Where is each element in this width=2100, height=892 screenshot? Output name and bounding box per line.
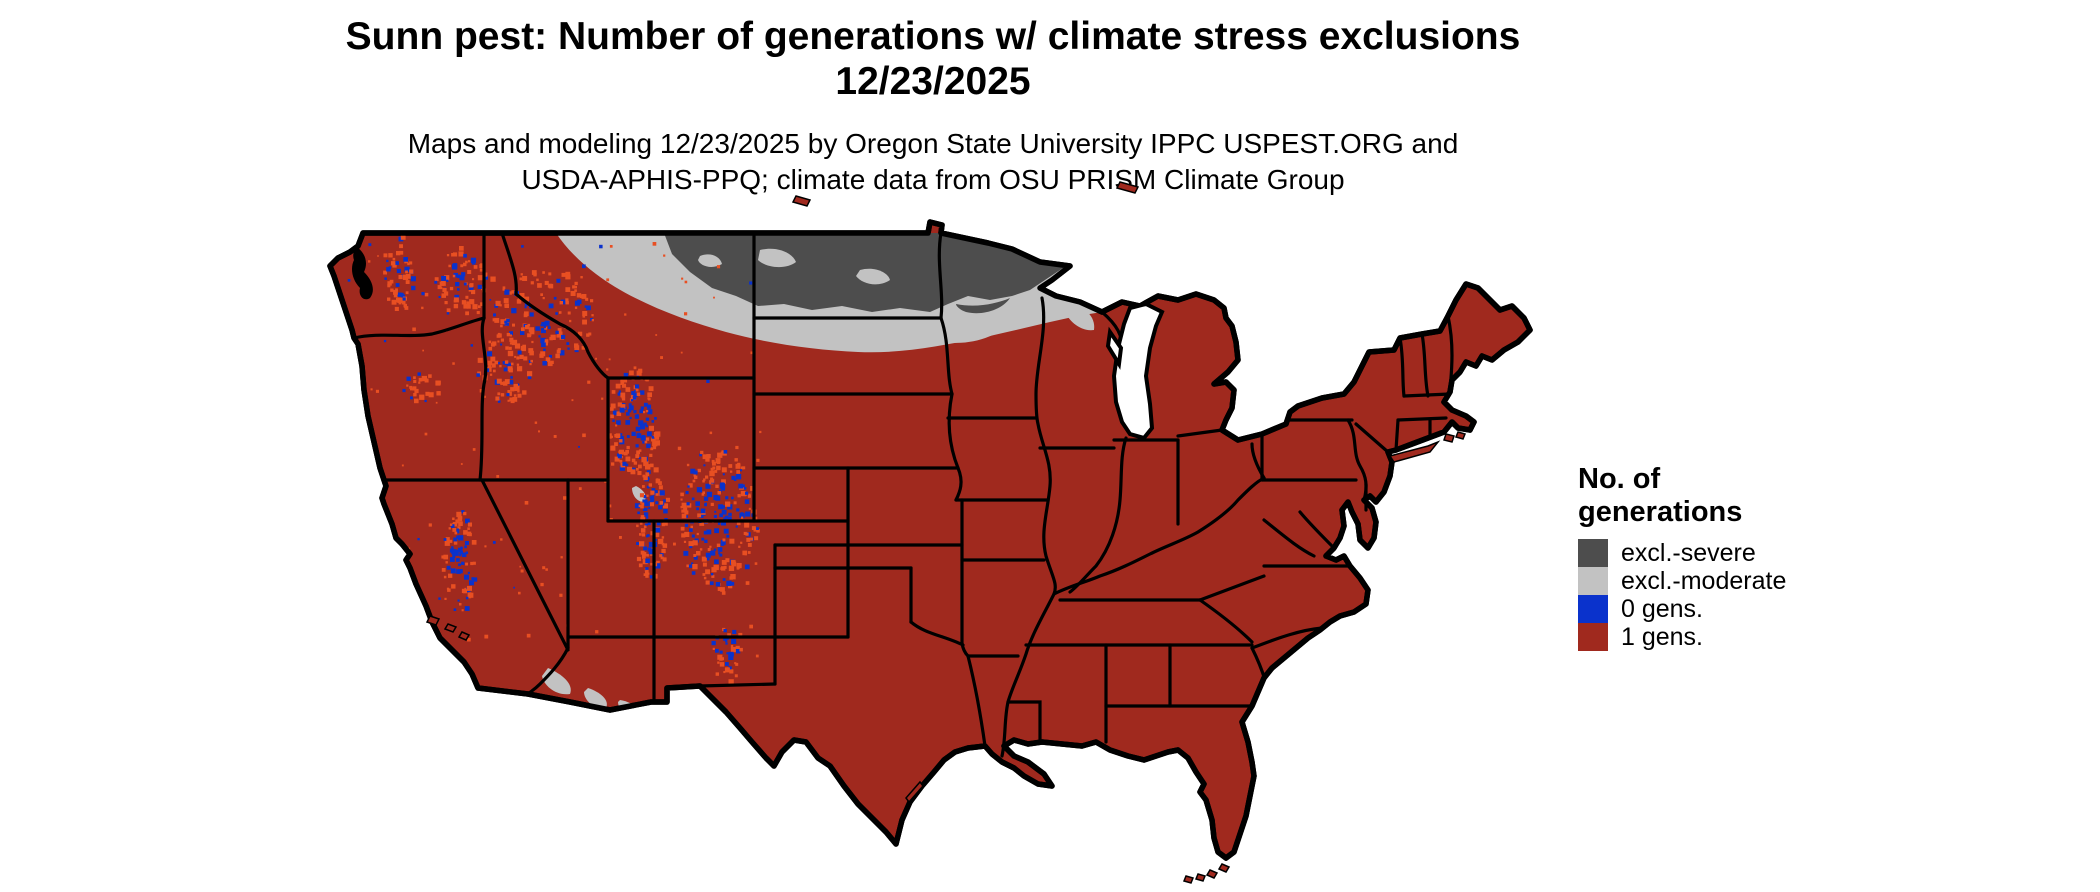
map-title-line2: 12/23/2025 (835, 60, 1031, 103)
map-subtitle: Maps and modeling 12/23/2025 by Oregon S… (346, 126, 1521, 198)
map-subtitle-line1: Maps and modeling 12/23/2025 by Oregon S… (407, 128, 1459, 159)
state-borders (330, 231, 1454, 758)
legend-swatch-1-gens (1578, 623, 1608, 651)
legend-item-excl-severe: excl.-severe (1578, 539, 1786, 567)
legend-label-1-gens: 1 gens. (1621, 622, 1704, 651)
legend-label-excl-moderate: excl.-moderate (1621, 566, 1787, 595)
map-subtitle-line2: USDA-APHIS-PPQ; climate data from OSU PR… (521, 164, 1345, 195)
legend-items: excl.-severe excl.-moderate 0 gens. 1 ge… (1578, 539, 1786, 651)
map-title-line1: Sunn pest: Number of generations w/ clim… (345, 15, 1521, 58)
exclusion-severe-region (664, 233, 1066, 314)
legend-item-excl-moderate: excl.-moderate (1578, 567, 1786, 595)
header: Sunn pest: Number of generations w/ clim… (346, 14, 1521, 198)
legend-label-0-gens: 0 gens. (1621, 594, 1704, 623)
coastal-islands (425, 181, 1467, 884)
us-outline (327, 219, 1533, 861)
legend-label-excl-severe: excl.-severe (1621, 538, 1756, 567)
legend-title-line2: generations (1578, 496, 1743, 528)
legend-swatch-excl-severe (1578, 539, 1608, 567)
legend-title-line1: No. of (1578, 463, 1661, 495)
great-lakes (1105, 301, 1165, 441)
legend-item-0-gens: 0 gens. (1578, 595, 1786, 623)
legend-item-1-gens: 1 gens. (1578, 623, 1786, 651)
zero-generation-speckles (347, 235, 762, 685)
puget-sound (352, 248, 373, 300)
legend-swatch-0-gens (1578, 595, 1608, 623)
legend: No. of generations excl.-severe excl.-mo… (1578, 463, 1786, 651)
legend-swatch-excl-moderate (1578, 567, 1608, 595)
